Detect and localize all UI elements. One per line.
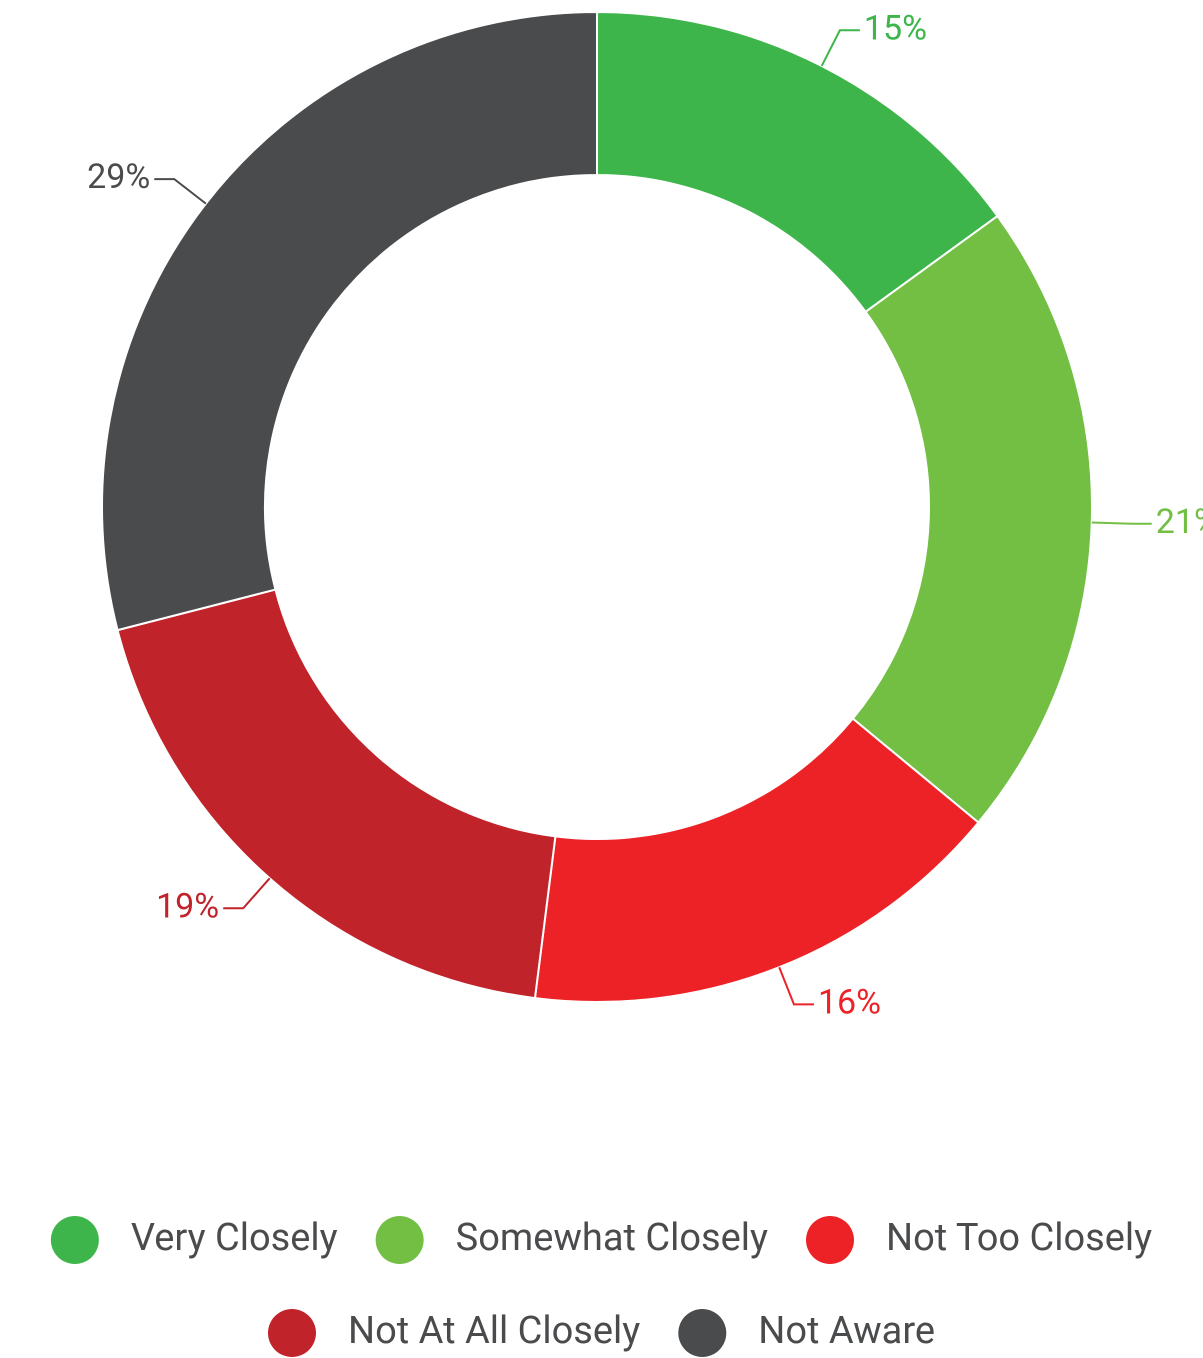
donut-segment bbox=[533, 717, 980, 1003]
data-label: 21% bbox=[1156, 502, 1203, 542]
legend-marker bbox=[806, 1216, 854, 1264]
leader-line bbox=[223, 877, 271, 910]
legend-label: Somewhat Closely bbox=[456, 1216, 768, 1260]
legend-label: Not Aware bbox=[758, 1309, 935, 1353]
legend-label: Not Too Closely bbox=[886, 1216, 1152, 1260]
donut-segment bbox=[851, 214, 1093, 824]
legend-marker bbox=[375, 1216, 424, 1264]
legend-marker bbox=[50, 1216, 99, 1264]
data-label: 19% bbox=[156, 886, 219, 926]
legend-label: Not At All Closely bbox=[348, 1309, 640, 1353]
donut-segment bbox=[116, 588, 557, 1000]
leader-line bbox=[154, 178, 207, 205]
data-label: 15% bbox=[864, 8, 927, 48]
data-label: 16% bbox=[818, 982, 881, 1022]
leader-line bbox=[1091, 521, 1152, 525]
data-label: 29% bbox=[87, 157, 150, 197]
leader-line bbox=[778, 966, 814, 1006]
leader-line bbox=[820, 29, 860, 67]
donut-segment bbox=[596, 10, 999, 314]
legend-marker bbox=[678, 1309, 727, 1357]
donut-segment bbox=[101, 10, 598, 632]
legend-label: Very Closely bbox=[131, 1216, 338, 1260]
legend-marker bbox=[267, 1309, 316, 1357]
